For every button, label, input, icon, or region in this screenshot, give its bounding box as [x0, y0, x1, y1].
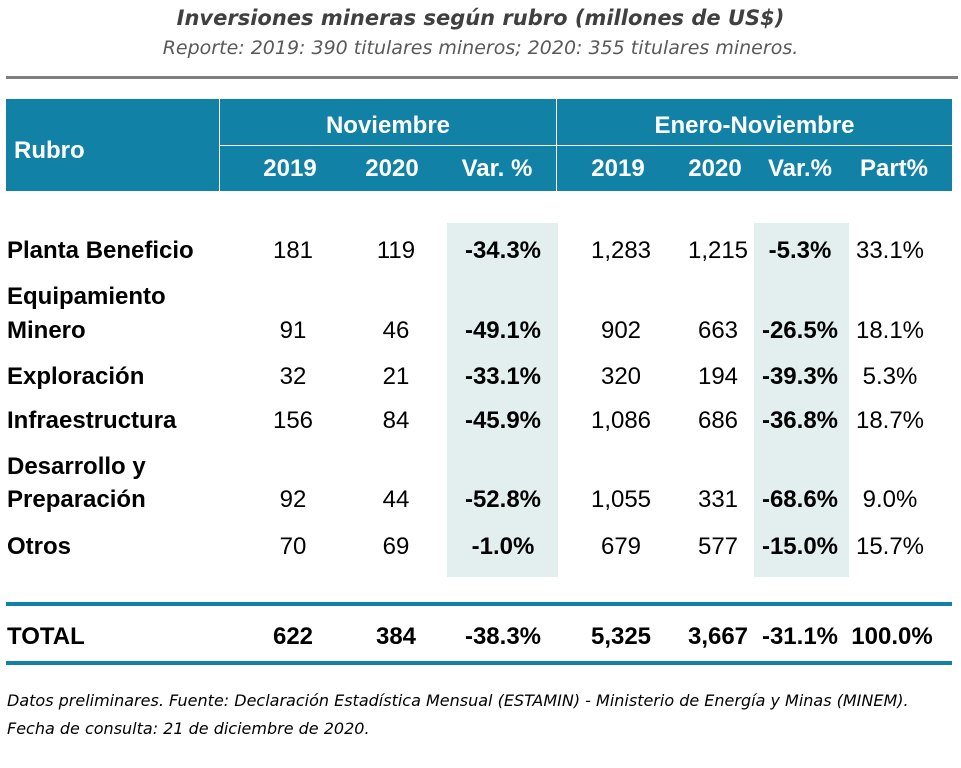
total-part: 100.0% — [851, 623, 933, 650]
cell-en-nov-2019: 1,086 — [590, 407, 652, 434]
header-col-part: Part% — [859, 155, 929, 182]
header-col-en-nov-2020: 2020 — [688, 155, 742, 182]
cell-nov-2020: 119 — [376, 237, 416, 264]
cell-nov-2019: 91 — [279, 317, 307, 344]
cell-en-nov-var: -26.5% — [761, 317, 839, 344]
cell-en-nov-2020: 331 — [697, 486, 739, 513]
cell-nov-var: -49.1% — [464, 317, 542, 344]
cell-en-nov-2019: 320 — [600, 363, 642, 390]
cell-en-nov-2020: 663 — [697, 317, 739, 344]
table-title: Inversiones mineras según rubro (millone… — [176, 6, 785, 30]
cell-nov-var: -33.1% — [464, 363, 542, 390]
cell-en-nov-2019: 1,283 — [590, 237, 652, 264]
header-col-nov-2020: 2020 — [365, 155, 419, 182]
var-column-highlight-noviembre — [447, 223, 558, 577]
row-label-equipamiento: Equipamiento — [7, 283, 166, 310]
header-divider-row — [219, 145, 952, 146]
header-col-nov-2019: 2019 — [263, 155, 317, 182]
cell-en-nov-2020: 1,215 — [687, 237, 749, 264]
cell-en-nov-2019: 1,055 — [590, 486, 652, 513]
cell-nov-2019: 70 — [279, 533, 307, 560]
cell-en-nov-2019: 902 — [600, 317, 642, 344]
cell-nov-2020: 44 — [382, 486, 410, 513]
total-top-rule — [6, 602, 952, 606]
cell-en-nov-2019: 679 — [600, 533, 642, 560]
total-label: TOTAL — [7, 623, 85, 650]
cell-en-nov-var: -39.3% — [761, 363, 839, 390]
cell-en-nov-2020: 194 — [697, 363, 739, 390]
cell-nov-2019: 181 — [272, 237, 314, 264]
row-label-otros: Otros — [7, 533, 72, 560]
table-header: Rubro Noviembre Enero-Noviembre 2019 202… — [6, 99, 952, 191]
cell-nov-var: -34.3% — [464, 237, 542, 264]
cell-nov-var: -45.9% — [464, 407, 542, 434]
footnote-source: Datos preliminares. Fuente: Declaración … — [7, 691, 909, 710]
header-group-noviembre: Noviembre — [325, 112, 451, 139]
total-nov-2020: 384 — [375, 623, 417, 650]
header-group-enero-noviembre: Enero-Noviembre — [654, 112, 855, 139]
total-bottom-rule — [6, 661, 952, 665]
cell-part: 9.0% — [862, 486, 918, 513]
header-col-nov-var: Var. % — [461, 155, 533, 182]
cell-nov-var: -52.8% — [464, 486, 542, 513]
cell-en-nov-var: -68.6% — [761, 486, 839, 513]
row-label-planta-beneficio: Planta Beneficio — [7, 237, 194, 264]
cell-nov-2020: 46 — [382, 317, 410, 344]
cell-en-nov-2020: 577 — [697, 533, 739, 560]
cell-nov-2019: 156 — [272, 407, 314, 434]
total-en-nov-2019: 5,325 — [590, 623, 652, 650]
total-nov-var: -38.3% — [464, 623, 542, 650]
total-en-nov-2020: 3,667 — [687, 623, 749, 650]
row-label-desarrollo: Desarrollo y — [7, 453, 146, 480]
row-label-minero: Minero — [7, 317, 86, 344]
header-col-en-nov-var: Var.% — [767, 155, 833, 182]
cell-en-nov-2020: 686 — [697, 407, 739, 434]
footnote-date: Fecha de consulta: 21 de diciembre de 20… — [7, 719, 370, 738]
row-label-infraestructura: Infraestructura — [7, 407, 177, 434]
var-column-highlight-enero-noviembre — [754, 223, 849, 577]
header-rubro: Rubro — [14, 137, 85, 164]
row-label-exploracion: Exploración — [7, 363, 145, 390]
row-label-preparacion: Preparación — [7, 486, 146, 513]
total-nov-2019: 622 — [272, 623, 314, 650]
total-en-nov-var: -31.1% — [761, 623, 839, 650]
top-divider — [6, 76, 958, 79]
cell-part: 18.1% — [855, 317, 925, 344]
header-col-en-nov-2019: 2019 — [591, 155, 645, 182]
table-subtitle: Reporte: 2019: 390 titulares mineros; 20… — [162, 37, 799, 59]
cell-part: 33.1% — [855, 237, 925, 264]
cell-nov-2019: 92 — [279, 486, 307, 513]
cell-en-nov-var: -36.8% — [761, 407, 839, 434]
cell-nov-2020: 21 — [382, 363, 410, 390]
cell-nov-2020: 84 — [382, 407, 410, 434]
cell-nov-2020: 69 — [382, 533, 410, 560]
cell-part: 5.3% — [862, 363, 918, 390]
cell-part: 15.7% — [855, 533, 925, 560]
cell-nov-2019: 32 — [279, 363, 307, 390]
cell-part: 18.7% — [855, 407, 925, 434]
cell-en-nov-var: -5.3% — [768, 237, 832, 264]
cell-nov-var: -1.0% — [471, 533, 535, 560]
cell-en-nov-var: -15.0% — [761, 533, 839, 560]
